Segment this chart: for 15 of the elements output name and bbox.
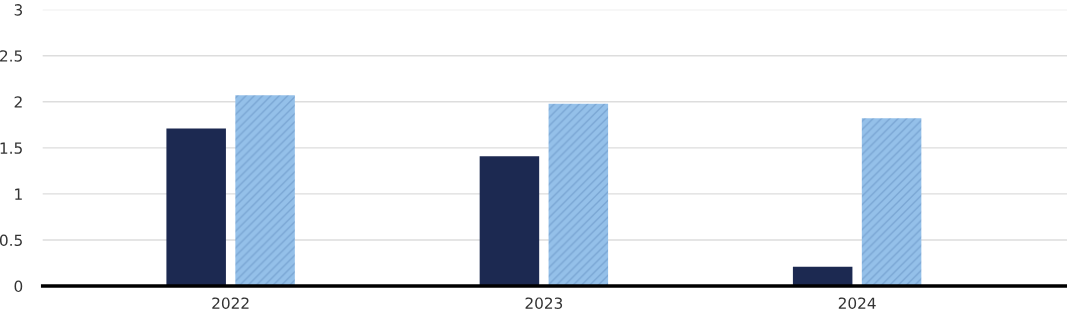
x-tick-label: 2022 [212,297,249,309]
bar [861,118,922,287]
y-tick-label: 0.5 [0,234,22,246]
y-tick-label: 1 [15,188,22,200]
bar [166,128,226,287]
y-tick-label: 0 [14,280,23,293]
y-tick-label: 2 [14,96,22,108]
bar [548,103,609,287]
x-tick-label: 2024 [838,297,876,309]
bar [479,156,540,287]
y-tick-label: 2.5 [0,50,22,62]
y-tick-label: 3 [14,4,23,16]
y-tick-label: 1.5 [0,142,22,154]
bar [235,95,295,287]
x-tick-label: 2023 [525,297,563,309]
